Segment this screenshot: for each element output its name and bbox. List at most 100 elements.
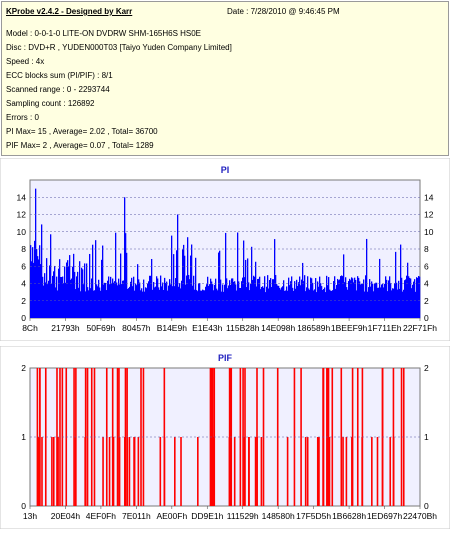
pi-bar bbox=[246, 287, 248, 318]
pi-bar bbox=[386, 279, 388, 318]
ecc-line: ECC blocks sum (PI/PIF) : 8/1 bbox=[6, 71, 113, 80]
pi-bar bbox=[248, 282, 250, 318]
pi-bar bbox=[356, 290, 358, 318]
pi-bar bbox=[94, 290, 96, 318]
pi-bar bbox=[73, 253, 75, 318]
pi-bar bbox=[81, 267, 83, 318]
pi-bar bbox=[226, 278, 228, 318]
pi-bar bbox=[344, 282, 346, 318]
pi-bar bbox=[230, 284, 232, 318]
pi-bar bbox=[50, 234, 52, 318]
pi-bar bbox=[303, 281, 305, 318]
pi-bar bbox=[57, 290, 59, 318]
pi-bar bbox=[254, 276, 256, 318]
pi-bar bbox=[240, 287, 242, 318]
pif-bar bbox=[371, 437, 373, 506]
pi-bar bbox=[340, 276, 342, 318]
x-tick-label: 21793h bbox=[51, 323, 80, 333]
pi-bar bbox=[365, 275, 367, 318]
pi-bar bbox=[45, 282, 47, 318]
pif-bar bbox=[128, 437, 131, 506]
pi-bar bbox=[402, 291, 404, 318]
pi-bar bbox=[103, 284, 105, 318]
pi-bar bbox=[170, 284, 172, 318]
pi-bar bbox=[337, 278, 339, 318]
pi-bar bbox=[211, 281, 213, 318]
pif-bar bbox=[276, 368, 279, 506]
pi-bar bbox=[416, 277, 418, 318]
pif-bar bbox=[239, 368, 242, 506]
pi-bar bbox=[242, 277, 244, 318]
pi-bar bbox=[359, 281, 361, 318]
pi-bar bbox=[408, 276, 410, 318]
pi-bar bbox=[37, 256, 39, 318]
pif-bar bbox=[392, 437, 395, 506]
pi-bar bbox=[287, 290, 289, 318]
pi-bar bbox=[126, 252, 128, 318]
pif-bar bbox=[286, 437, 289, 506]
pi-bar bbox=[379, 258, 381, 318]
pi-bar bbox=[53, 271, 55, 318]
pi-bar bbox=[360, 284, 362, 318]
x-tick-label: 115B28h bbox=[226, 323, 260, 333]
pi-bar bbox=[353, 282, 355, 318]
pi-bar bbox=[124, 197, 126, 318]
x-tick-label: 80457h bbox=[122, 323, 151, 333]
pi-bar bbox=[350, 280, 352, 318]
x-tick-label: 22470Bh bbox=[403, 511, 437, 521]
pif-bar bbox=[197, 437, 199, 506]
pi-bar bbox=[181, 280, 183, 318]
pi-bar bbox=[67, 260, 69, 318]
pi-bar bbox=[400, 244, 402, 318]
pi-bar bbox=[330, 290, 332, 318]
pi-bar bbox=[381, 284, 383, 318]
pi-bar bbox=[151, 258, 153, 318]
pif-bar bbox=[328, 437, 331, 506]
pif-bar bbox=[102, 437, 104, 506]
pi-bar bbox=[320, 283, 322, 318]
pi-bar bbox=[193, 275, 195, 318]
pi-bar bbox=[69, 255, 71, 318]
pi-bar bbox=[258, 278, 260, 318]
pi-bar bbox=[195, 257, 197, 318]
pi-bar bbox=[117, 285, 119, 318]
y-tick-label: 14 bbox=[17, 192, 27, 202]
pi-bar bbox=[414, 279, 416, 318]
pi-bar bbox=[308, 288, 310, 318]
pi-bar bbox=[396, 282, 398, 318]
pi-bar bbox=[54, 265, 56, 318]
pi-bar bbox=[184, 255, 186, 318]
pi-bar bbox=[367, 291, 369, 318]
y-tick-label-right: 14 bbox=[424, 192, 434, 202]
pi-bar bbox=[152, 289, 154, 318]
pi-bar bbox=[137, 264, 139, 318]
pif-bar bbox=[304, 437, 307, 506]
pi-bar bbox=[173, 254, 175, 318]
pi-bar bbox=[190, 255, 192, 318]
y-tick-label-right: 2 bbox=[424, 363, 429, 373]
pi-bar bbox=[313, 290, 315, 318]
pi-bar bbox=[139, 282, 141, 318]
pi-bar bbox=[370, 286, 372, 318]
x-tick-label: E1E43h bbox=[192, 323, 223, 333]
y-tick-label: 12 bbox=[17, 210, 27, 220]
scan-date: Date : 7/28/2010 @ 9:46:45 PM bbox=[227, 7, 340, 16]
pi-bar bbox=[262, 286, 264, 318]
y-tick-label-right: 0 bbox=[424, 501, 429, 511]
pi-bar bbox=[225, 232, 227, 318]
pi-bar bbox=[376, 282, 378, 318]
pi-bar bbox=[237, 232, 239, 318]
pi-bar bbox=[256, 286, 258, 318]
pi-bar bbox=[334, 276, 336, 318]
pif-bar bbox=[140, 368, 142, 506]
pi-bar bbox=[46, 258, 48, 318]
y-tick-label: 0 bbox=[21, 313, 26, 323]
pi-bar bbox=[92, 244, 94, 318]
pi-bar bbox=[91, 278, 93, 318]
pi-bar bbox=[336, 284, 338, 318]
pi-bar bbox=[144, 291, 146, 318]
pi-bar bbox=[276, 284, 278, 318]
pif-bar bbox=[41, 437, 43, 506]
pi-bar bbox=[169, 279, 171, 318]
pif-bar bbox=[52, 437, 55, 506]
